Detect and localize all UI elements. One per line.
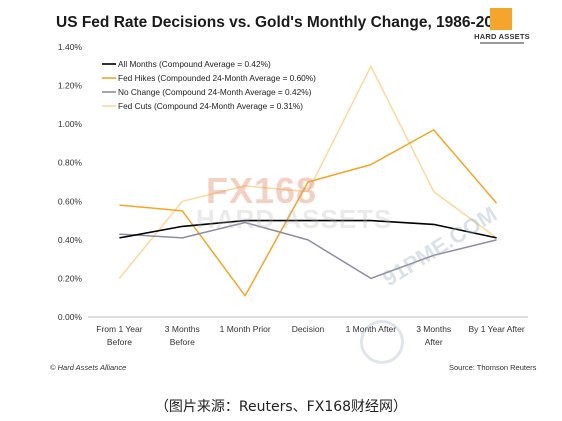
logo-underline bbox=[480, 42, 524, 44]
y-tick-label: 0.00% bbox=[58, 312, 83, 322]
x-tick-label: Decision bbox=[292, 324, 325, 334]
series-line bbox=[119, 221, 497, 280]
credit-left: © Hard Assets Alliance bbox=[50, 363, 127, 372]
legend-label: Fed Hikes (Compounded 24-Month Average =… bbox=[118, 73, 316, 83]
y-tick-label: 0.40% bbox=[58, 235, 83, 245]
y-tick-label: 0.80% bbox=[58, 158, 83, 168]
x-tick-label: 3 Months After bbox=[416, 324, 451, 347]
series-line bbox=[119, 219, 497, 239]
y-tick-label: 0.20% bbox=[58, 273, 83, 283]
x-tick-label: 1 Month After bbox=[346, 324, 397, 334]
x-tick-label: From 1 Year Before bbox=[96, 324, 142, 347]
legend-label: Fed Cuts (Compound 24-Month Average = 0.… bbox=[118, 101, 303, 111]
series-line bbox=[119, 129, 498, 297]
image-caption: （图片来源：Reuters、FX168财经网） bbox=[154, 399, 408, 415]
x-tick-label: 3 Months Before bbox=[165, 324, 200, 347]
y-tick-label: 1.20% bbox=[58, 81, 83, 91]
logo-text: HARD ASSETS bbox=[474, 32, 530, 41]
y-tick-label: 0.60% bbox=[58, 196, 83, 206]
chart-title: US Fed Rate Decisions vs. Gold's Monthly… bbox=[56, 14, 511, 31]
x-tick-label: 1 Month Prior bbox=[220, 324, 271, 334]
series-line bbox=[118, 65, 498, 279]
logo-mark-icon bbox=[490, 8, 512, 30]
legend-label: No Change (Compound 24-Month Average = 0… bbox=[118, 87, 312, 97]
y-tick-label: 1.00% bbox=[58, 119, 83, 129]
y-tick-label: 1.40% bbox=[58, 42, 83, 52]
x-tick-label: By 1 Year After bbox=[468, 324, 524, 334]
hard-assets-logo: HARD ASSETS bbox=[472, 8, 532, 48]
legend-label: All Months (Compound Average = 0.42%) bbox=[118, 59, 271, 69]
source-credit: Source: Thomson Reuters bbox=[449, 363, 537, 372]
